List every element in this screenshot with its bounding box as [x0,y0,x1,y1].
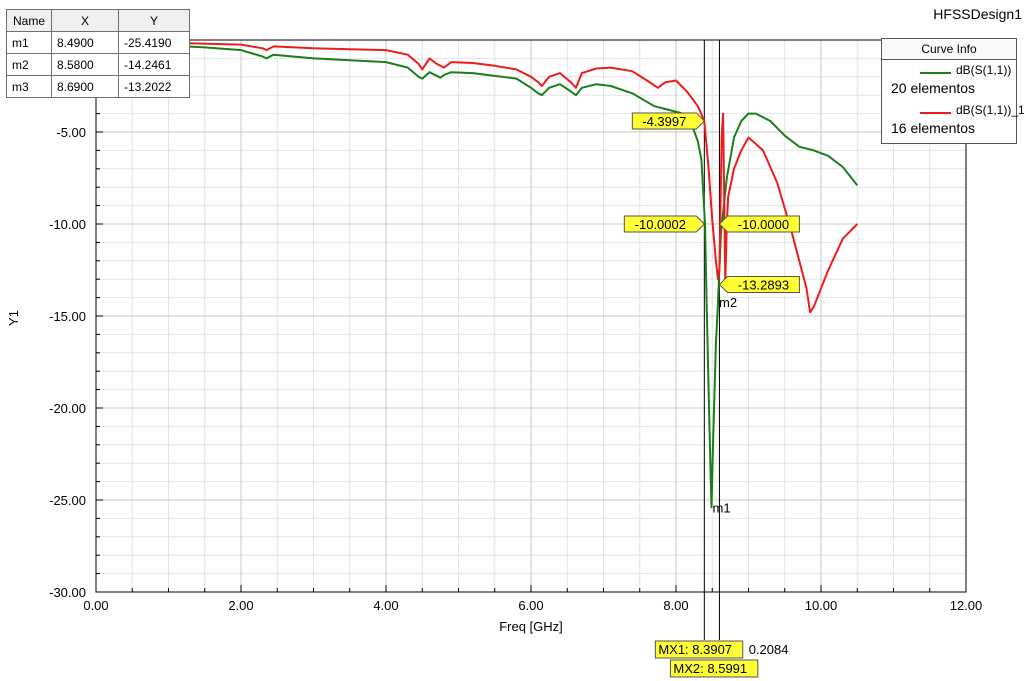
x-tick-label: 12.00 [950,598,983,613]
x-tick-label: 8.00 [663,598,688,613]
tag-shape [718,276,800,294]
crossing-tag: -10.0000 [718,215,800,233]
y-tick-label: -15.00 [49,309,86,324]
series-line [95,40,859,314]
marker-label: m1 [713,501,731,516]
marker-y: -14.2461 [118,53,190,76]
tag-value: -10.0002 [635,217,686,232]
y-axis-label: Y1 [6,310,21,326]
legend-series-name: dB(S(1,1))_1 [956,103,1025,117]
marker-y: -25.4190 [118,31,190,54]
marker-label: m2 [719,295,737,310]
legend-series-count: 16 elementos [891,120,976,136]
tag-shape [631,112,706,130]
grid [95,39,967,593]
axis-ticks: 0.00 2.00 4.00 6.00 8.00 10.00 12.00 -5.00 -10.0… [49,39,983,613]
mx-label-box [669,659,759,678]
y-tick-label: -10.00 [49,217,86,232]
design-title: HFSSDesign1 [933,6,1022,22]
legend-entry: dB(S(1,1))_1 16 elementos [882,100,1025,140]
legend-swatch [920,112,951,114]
curve-info-legend: Curve Info dB(S(1,1)) 20 elementos dB(S(… [881,38,1025,144]
crossing-labels: -4.3997 -10.0002 -10.0000 -13.2893 MX1: 8.39… [623,112,800,678]
series-lines [95,40,859,509]
y-tick-label: -5.00 [56,125,86,140]
series-line [95,43,859,509]
curve-info-title: Curve Info [882,39,1016,60]
table-row: m1 8.4900 -25.4190 [6,31,190,54]
table-row: m3 8.6900 -13.2022 [6,75,190,98]
mx-delta-text: 0.2084 [749,642,789,657]
x-tick-label: 10.00 [805,598,838,613]
y-tick-label: -25.00 [49,493,86,508]
mx-label-text: MX1: 8.3907 [658,642,732,657]
x-tick-label: 0.00 [83,598,108,613]
crossing-tag: -4.3997 [631,112,706,130]
x-axis-label: Freq [GHz] [499,619,563,634]
tag-shape [623,215,706,233]
x-tick-label: 2.00 [228,598,253,613]
marker-name: m3 [6,75,52,98]
mx-label-text: MX2: 8.5991 [673,661,747,676]
legend-series-name: dB(S(1,1)) [956,63,1012,77]
legend-entry: dB(S(1,1)) 20 elementos [882,60,1016,100]
x-tick-label: 4.00 [373,598,398,613]
mx-label: MX2: 8.5991 [669,659,759,678]
header-name: Name [6,9,52,32]
header-x: X [51,9,119,32]
tag-shape [718,215,800,233]
marker-x: 8.4900 [51,31,119,54]
legend-series-count: 20 elementos [891,80,976,96]
mx-label-box [654,640,744,659]
crossing-tag: -10.0002 [623,215,706,233]
table-row: m2 8.5800 -14.2461 [6,53,190,76]
header-y: Y [118,9,190,32]
marker-name: m2 [6,53,52,76]
marker-table-header: Name X Y [6,9,190,32]
tag-value: -13.2893 [738,278,789,293]
tag-value: -4.3997 [642,114,686,129]
mx-label: MX1: 8.3907 0.2084 [654,640,789,659]
vertical-markers [703,40,720,640]
marker-x: 8.6900 [51,75,119,98]
y-tick-label: -30.00 [49,585,86,600]
tag-value: -10.0000 [738,217,789,232]
x-tick-label: 6.00 [518,598,543,613]
y-tick-label: -20.00 [49,401,86,416]
legend-swatch [920,72,951,74]
marker-name: m1 [6,31,52,54]
marker-y: -13.2022 [118,75,190,98]
marker-x: 8.5800 [51,53,119,76]
crossing-tag: -13.2893 [718,276,800,294]
marker-table: Name X Y m1 8.4900 -25.4190 m2 8.5800 -1… [6,9,190,98]
